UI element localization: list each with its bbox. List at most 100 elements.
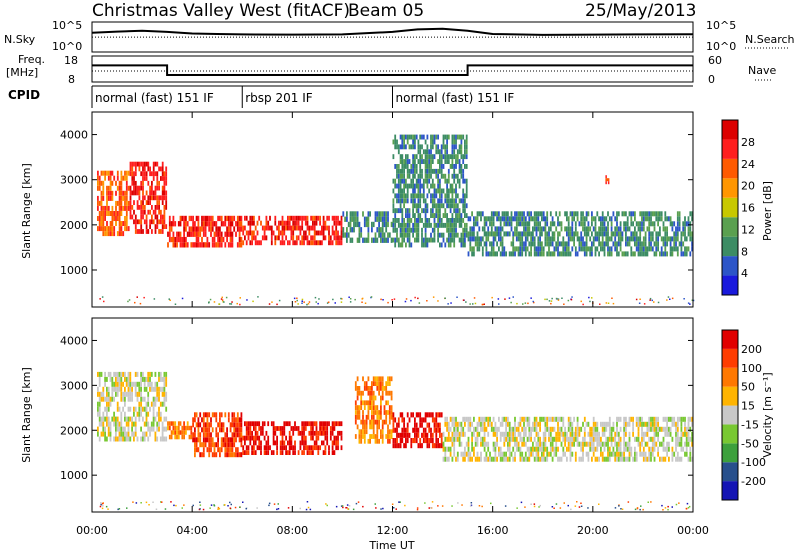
power-echo-cell (403, 193, 405, 199)
velocity-echo-cell (616, 431, 618, 437)
power-echo-cell (476, 211, 479, 217)
velocity-echo-cell (176, 434, 178, 440)
power-echo-cell (324, 235, 327, 241)
power-echo-cell (453, 227, 456, 233)
power-echo-cell (397, 168, 400, 174)
power-echo-cell (367, 211, 370, 217)
power-echo-cell (417, 218, 420, 223)
velocity-echo-cell (628, 451, 631, 457)
power-echo-cell (589, 246, 592, 252)
power-echo-cell (342, 227, 345, 233)
power-echo-cell (354, 216, 357, 222)
velocity-echo-cell (116, 401, 119, 407)
power-echo-cell (174, 242, 177, 248)
power-echo-cell (481, 251, 484, 257)
velocity-echo-cell (535, 431, 538, 437)
velocity-ground-cell (355, 502, 358, 505)
velocity-echo-cell (310, 445, 312, 451)
power-echo-cell (133, 176, 135, 181)
power-echo-cell (401, 237, 404, 243)
velocity-echo-cell (217, 447, 219, 453)
x-tick-label: 04:00 (176, 524, 208, 537)
power-echo-cell (347, 221, 350, 228)
velocity-echo-cell (405, 432, 407, 438)
power-echo-cell (102, 180, 105, 186)
power-echo-cell (676, 246, 679, 252)
power-echo-cell (129, 166, 132, 172)
power-echo-cell (385, 221, 388, 228)
power-echo-cell (220, 215, 223, 222)
velocity-ground-cell (393, 507, 395, 509)
velocity-ground-cell (416, 508, 419, 511)
power-echo-cell (376, 216, 379, 222)
power-echo-cell (546, 241, 549, 247)
velocity-echo-cell (358, 438, 361, 444)
power-echo-cell (387, 216, 389, 222)
power-echo-cell (462, 159, 465, 164)
power-ground-cell (326, 302, 329, 304)
power-echo-cell (161, 166, 164, 172)
power-y-label: Slant Range [km] (20, 163, 33, 259)
velocity-echo-cell (537, 451, 540, 457)
velocity-echo-cell (321, 426, 323, 431)
velocity-echo-cell (202, 437, 205, 443)
power-echo-cell (415, 164, 418, 169)
power-echo-cell (462, 227, 465, 233)
power-echo-cell (460, 149, 463, 155)
velocity-echo-cell (365, 381, 368, 386)
power-ground-cell (657, 301, 660, 304)
velocity-ground-cell (210, 504, 213, 506)
velocity-echo-cell (576, 431, 579, 437)
power-echo-cell (149, 190, 151, 196)
power-echo-cell (542, 211, 545, 217)
velocity-echo-cell (372, 390, 375, 396)
velocity-echo-cell (283, 426, 286, 431)
power-echo-cell (192, 242, 194, 248)
power-echo-cell (553, 231, 556, 237)
velocity-echo-cell (668, 426, 670, 432)
velocity-echo-cell (254, 440, 257, 446)
velocity-echo-cell (460, 426, 463, 432)
power-echo-cell (439, 213, 441, 218)
power-echo-cell (424, 159, 427, 164)
velocity-ground-cell (428, 507, 430, 509)
velocity-echo-cell (194, 442, 196, 448)
power-echo-cell (265, 215, 268, 221)
velocity-echo-cell (131, 381, 133, 387)
velocity-echo-cell (607, 436, 609, 442)
power-echo-cell (406, 159, 409, 164)
power-echo-cell (245, 230, 248, 236)
power-echo-cell (564, 251, 566, 257)
power-ground-cell (301, 302, 303, 304)
velocity-echo-cell (102, 426, 105, 432)
cpid-label: CPID (8, 88, 40, 102)
power-echo-cell (136, 205, 139, 210)
power-echo-cell (439, 193, 441, 199)
power-echo-cell (507, 221, 509, 227)
power-echo-cell (489, 231, 491, 237)
power-echo-cell (650, 246, 652, 252)
velocity-echo-cell (315, 445, 318, 451)
velocity-echo-cell (664, 456, 667, 462)
power-echo-cell (399, 134, 402, 140)
velocity-colorbar-tick: -50 (741, 437, 759, 450)
power-echo-cell (501, 226, 504, 232)
power-echo-cell (116, 216, 119, 221)
power-echo-cell (129, 200, 132, 205)
velocity-echo-cell (578, 441, 581, 447)
power-echo-cell (249, 225, 252, 231)
velocity-echo-cell (111, 376, 114, 382)
power-echo-cell (462, 237, 465, 243)
power-echo-cell (417, 213, 420, 218)
power-echo-cell (657, 216, 659, 222)
power-ground-cell (599, 303, 601, 305)
power-echo-cell (158, 200, 160, 205)
power-echo-cell (381, 227, 384, 233)
power-echo-cell (444, 242, 447, 248)
power-echo-cell (442, 154, 445, 160)
velocity-echo-cell (689, 446, 692, 452)
power-echo-cell (417, 159, 420, 164)
power-echo-cell (219, 226, 221, 232)
power-ground-cell (510, 301, 512, 304)
velocity-echo-cell (501, 431, 504, 437)
